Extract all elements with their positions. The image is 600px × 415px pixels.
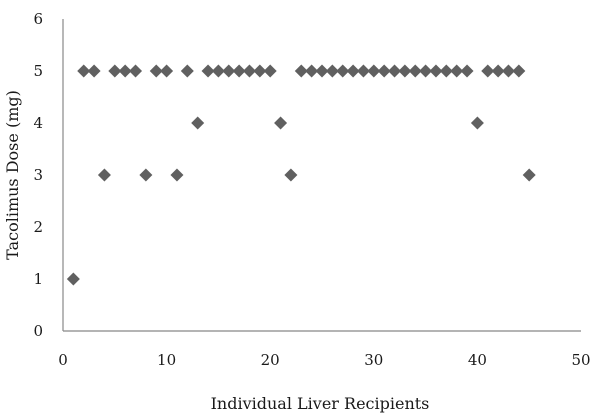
x-tick-labels: 0 10 20 30 40 50 (58, 351, 590, 369)
data-point (501, 64, 515, 78)
y-tick-label: 0 (33, 322, 43, 340)
data-point (388, 64, 402, 78)
data-point (242, 64, 256, 78)
data-point (439, 64, 453, 78)
data-point (211, 64, 225, 78)
data-point (367, 64, 381, 78)
data-point (305, 64, 319, 78)
data-point (170, 168, 184, 182)
data-point (180, 64, 194, 78)
y-tick-label: 2 (33, 218, 43, 236)
plot-area (62, 19, 581, 332)
data-point (336, 64, 350, 78)
data-point (139, 168, 153, 182)
data-point (377, 64, 391, 78)
data-point (77, 64, 91, 78)
data-point (315, 64, 329, 78)
data-point (419, 64, 433, 78)
data-point (470, 116, 484, 130)
x-tick-label: 30 (364, 351, 383, 369)
data-point (522, 168, 536, 182)
y-tick-label: 4 (33, 114, 43, 132)
y-tick-labels: 0 1 2 3 4 5 6 (33, 10, 43, 340)
x-tick-label: 20 (261, 351, 280, 369)
data-point (232, 64, 246, 78)
data-point (108, 64, 122, 78)
x-tick-label: 50 (571, 351, 590, 369)
y-axis-title: Tacolimus Dose (mg) (3, 90, 22, 260)
data-point (491, 64, 505, 78)
data-points (66, 64, 536, 286)
x-axis-title: Individual Liver Recipients (211, 394, 430, 413)
y-tick-label: 1 (33, 270, 43, 288)
data-point (398, 64, 412, 78)
data-point (201, 64, 215, 78)
data-point (408, 64, 422, 78)
data-point (97, 168, 111, 182)
data-point (481, 64, 495, 78)
y-tick-label: 3 (33, 166, 43, 184)
data-point (263, 64, 277, 78)
data-point (129, 64, 143, 78)
data-point (222, 64, 236, 78)
data-point (284, 168, 298, 182)
y-tick-label: 6 (33, 10, 43, 28)
data-point (118, 64, 132, 78)
data-point (356, 64, 370, 78)
data-point (160, 64, 174, 78)
x-tick-label: 40 (468, 351, 487, 369)
data-point (346, 64, 360, 78)
data-point (253, 64, 267, 78)
data-point (450, 64, 464, 78)
data-point (512, 64, 526, 78)
x-tick-label: 10 (157, 351, 176, 369)
data-point (274, 116, 288, 130)
data-point (87, 64, 101, 78)
data-point (294, 64, 308, 78)
data-point (429, 64, 443, 78)
x-tick-label: 0 (58, 351, 68, 369)
y-tick-label: 5 (33, 62, 43, 80)
data-point (191, 116, 205, 130)
data-point (149, 64, 163, 78)
data-point (66, 272, 80, 286)
data-point (325, 64, 339, 78)
data-point (460, 64, 474, 78)
